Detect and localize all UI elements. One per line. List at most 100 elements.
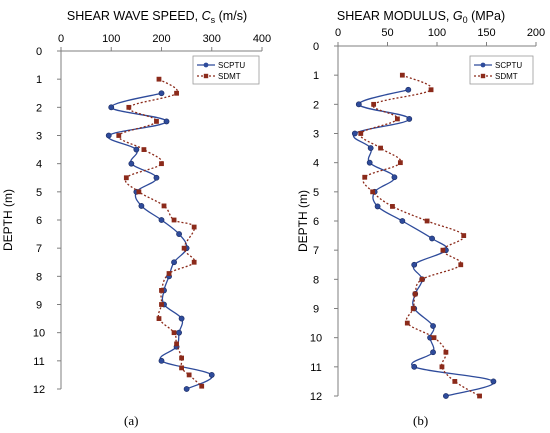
data-point-sdmt	[395, 116, 400, 122]
data-point-sdmt	[141, 147, 147, 152]
y-tick-label: 7	[36, 243, 42, 255]
chart-title: SHEAR WAVE SPEED, Cs (m/s)	[67, 9, 247, 25]
data-point-sdmt	[136, 189, 142, 195]
data-point-scptu	[411, 261, 418, 268]
legend-box	[192, 55, 260, 85]
data-point-scptu	[443, 393, 449, 399]
data-point-scptu	[374, 203, 381, 210]
y-tick-label: 8	[313, 274, 319, 286]
x-tick-label: 0	[335, 27, 341, 39]
legend-label-scptu: SCPTU	[218, 61, 245, 70]
data-point-sdmt	[461, 233, 467, 238]
x-tick-label: 300	[203, 33, 221, 45]
data-point-scptu	[405, 86, 412, 93]
y-tick-label: 6	[313, 216, 319, 228]
data-point-sdmt	[116, 133, 122, 138]
data-point-scptu	[108, 104, 115, 111]
data-point-scptu	[128, 160, 135, 167]
series-line-scptu	[107, 92, 213, 390]
data-point-scptu	[176, 231, 182, 237]
data-point-sdmt	[412, 291, 418, 297]
data-point-scptu	[178, 315, 185, 322]
y-tick-label: 9	[36, 300, 42, 312]
y-tick-label: 5	[313, 187, 319, 199]
data-point-scptu	[355, 101, 362, 108]
caption-a: (a)	[124, 413, 139, 428]
data-point-sdmt	[428, 87, 434, 93]
data-point-scptu	[138, 203, 145, 209]
data-point-sdmt	[452, 379, 458, 384]
data-point-sdmt	[424, 218, 430, 224]
data-point-sdmt	[397, 160, 403, 166]
series-line-scptu	[352, 89, 495, 397]
y-tick-label: 0	[313, 41, 319, 53]
data-point-scptu	[153, 174, 160, 181]
data-point-scptu	[183, 386, 190, 392]
chart-title: SHEAR MODULUS, G0 (MPa)	[337, 9, 505, 25]
data-point-sdmt	[123, 175, 129, 181]
data-point-sdmt	[174, 341, 179, 347]
y-tick-label: 3	[36, 131, 42, 143]
data-point-scptu	[163, 118, 170, 125]
x-tick-label: 400	[253, 33, 271, 45]
data-point-sdmt	[362, 174, 368, 180]
y-tick-label: 5	[36, 187, 42, 199]
x-tick-label: 200	[527, 27, 545, 39]
y-tick-label: 4	[313, 158, 319, 170]
data-point-sdmt	[358, 131, 364, 136]
x-tick-label: 100	[428, 27, 446, 39]
y-tick-label: 11	[33, 356, 44, 368]
data-point-scptu	[133, 146, 140, 153]
y-tick-label: 7	[313, 245, 319, 257]
data-point-scptu	[399, 218, 406, 224]
data-point-sdmt	[159, 161, 164, 167]
y-axis-label: DEPTH (m)	[1, 189, 15, 251]
data-point-sdmt	[156, 316, 162, 321]
data-point-scptu	[171, 259, 177, 266]
data-point-scptu	[105, 132, 112, 139]
data-point-sdmt	[156, 76, 162, 82]
data-point-scptu	[366, 159, 373, 166]
x-tick-label: 150	[477, 27, 495, 39]
data-point-sdmt	[371, 101, 377, 107]
data-point-sdmt	[431, 335, 437, 341]
data-point-sdmt	[159, 302, 164, 307]
data-point-sdmt	[390, 204, 395, 209]
data-point-scptu	[430, 349, 436, 356]
data-point-scptu	[208, 372, 215, 378]
y-tick-label: 2	[36, 102, 42, 114]
data-point-sdmt	[370, 189, 376, 195]
data-point-scptu	[406, 116, 413, 122]
data-point-sdmt	[179, 355, 184, 361]
data-point-scptu	[351, 130, 358, 137]
chart-shear-modulus: SHEAR MODULUS, G0 (MPa)0 50 100 150 20001234…	[296, 9, 545, 403]
data-point-scptu	[158, 357, 165, 364]
legend-marker-scptu	[203, 62, 209, 68]
data-point-scptu	[391, 174, 398, 181]
data-point-sdmt	[191, 224, 197, 230]
series-sdmt	[116, 76, 205, 389]
legend: SCPTU SDMT	[469, 55, 534, 85]
caption-b: (b)	[413, 413, 429, 428]
data-point-sdmt	[179, 365, 184, 371]
data-point-sdmt	[199, 383, 205, 389]
legend-label-sdmt: SDMT	[218, 72, 241, 81]
y-axis-label: DEPTH (m)	[296, 190, 310, 252]
x-tick-label: 200	[152, 33, 170, 45]
series-line-sdmt	[118, 78, 203, 387]
data-point-scptu	[176, 329, 182, 336]
data-point-sdmt	[159, 288, 164, 293]
data-point-sdmt	[458, 262, 464, 268]
data-point-sdmt	[439, 364, 445, 370]
data-point-sdmt	[191, 259, 197, 265]
series-scptu	[105, 90, 215, 392]
y-tick-label: 12	[310, 391, 322, 403]
series-scptu	[351, 86, 497, 399]
data-point-sdmt	[171, 330, 177, 336]
y-tick-label: 0	[36, 46, 42, 58]
data-point-sdmt	[443, 349, 449, 355]
x-tick-label: 100	[102, 33, 120, 45]
y-tick-label: 11	[310, 362, 321, 374]
chart-shear-wave-speed: SHEAR WAVE SPEED, Cs (m/s)0 100 200 300 4000…	[1, 9, 271, 396]
